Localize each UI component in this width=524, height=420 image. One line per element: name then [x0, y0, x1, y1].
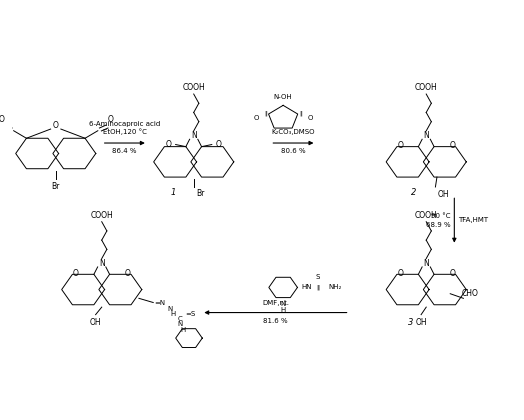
- Text: 86.4 %: 86.4 %: [113, 148, 137, 154]
- Text: O: O: [397, 269, 403, 278]
- Text: 68.9 %: 68.9 %: [425, 222, 450, 228]
- Text: O: O: [53, 121, 59, 130]
- Text: N: N: [191, 131, 196, 140]
- Text: 6-Aminocaproic acid: 6-Aminocaproic acid: [89, 121, 160, 127]
- Text: =S: =S: [185, 311, 195, 317]
- Text: O: O: [216, 140, 222, 149]
- Text: OH: OH: [416, 318, 427, 327]
- Text: COOH: COOH: [415, 83, 438, 92]
- Text: O: O: [397, 141, 403, 150]
- Text: 2: 2: [411, 188, 416, 197]
- Text: N: N: [423, 131, 429, 140]
- Text: HN: HN: [301, 284, 312, 291]
- Text: H: H: [171, 311, 176, 317]
- Text: N-OH: N-OH: [274, 94, 292, 100]
- Text: 90 °C: 90 °C: [431, 213, 450, 219]
- Text: O: O: [125, 269, 131, 278]
- Text: H: H: [181, 327, 186, 333]
- Text: =N: =N: [154, 300, 166, 306]
- Text: N: N: [99, 259, 105, 268]
- Text: N: N: [167, 306, 172, 312]
- Text: CHO: CHO: [462, 289, 478, 298]
- Text: O: O: [308, 115, 313, 121]
- Text: 3: 3: [408, 318, 413, 327]
- Text: N: N: [280, 301, 286, 307]
- Text: Br: Br: [51, 182, 60, 191]
- Text: O: O: [73, 269, 79, 278]
- Text: N: N: [177, 321, 182, 327]
- Text: ‖: ‖: [264, 110, 267, 116]
- Text: H: H: [280, 307, 286, 313]
- Text: EtOH,120 °C: EtOH,120 °C: [103, 129, 147, 136]
- Text: TFA,HMT: TFA,HMT: [458, 218, 488, 223]
- Text: S: S: [315, 274, 320, 280]
- Text: 81.6 %: 81.6 %: [263, 318, 288, 324]
- Text: 80.6 %: 80.6 %: [281, 148, 305, 154]
- Text: COOH: COOH: [182, 83, 205, 92]
- Text: O: O: [450, 269, 455, 278]
- Text: N: N: [423, 259, 429, 268]
- Text: DMF,r.t.: DMF,r.t.: [262, 300, 289, 306]
- Text: COOH: COOH: [90, 210, 113, 220]
- Text: NH₂: NH₂: [328, 284, 342, 291]
- Text: O: O: [0, 116, 4, 124]
- Text: C: C: [177, 316, 182, 322]
- Text: 1: 1: [171, 188, 176, 197]
- Text: O: O: [107, 116, 113, 124]
- Text: O: O: [253, 115, 259, 121]
- Text: K₂CO₃,DMSO: K₂CO₃,DMSO: [271, 129, 315, 136]
- Text: O: O: [166, 140, 171, 149]
- Text: OH: OH: [90, 318, 102, 327]
- Text: OH: OH: [438, 190, 450, 200]
- Text: O: O: [450, 141, 455, 150]
- Text: ‖: ‖: [316, 285, 320, 290]
- Text: COOH: COOH: [415, 210, 438, 220]
- Text: Br: Br: [196, 189, 205, 198]
- Text: ‖: ‖: [300, 110, 302, 116]
